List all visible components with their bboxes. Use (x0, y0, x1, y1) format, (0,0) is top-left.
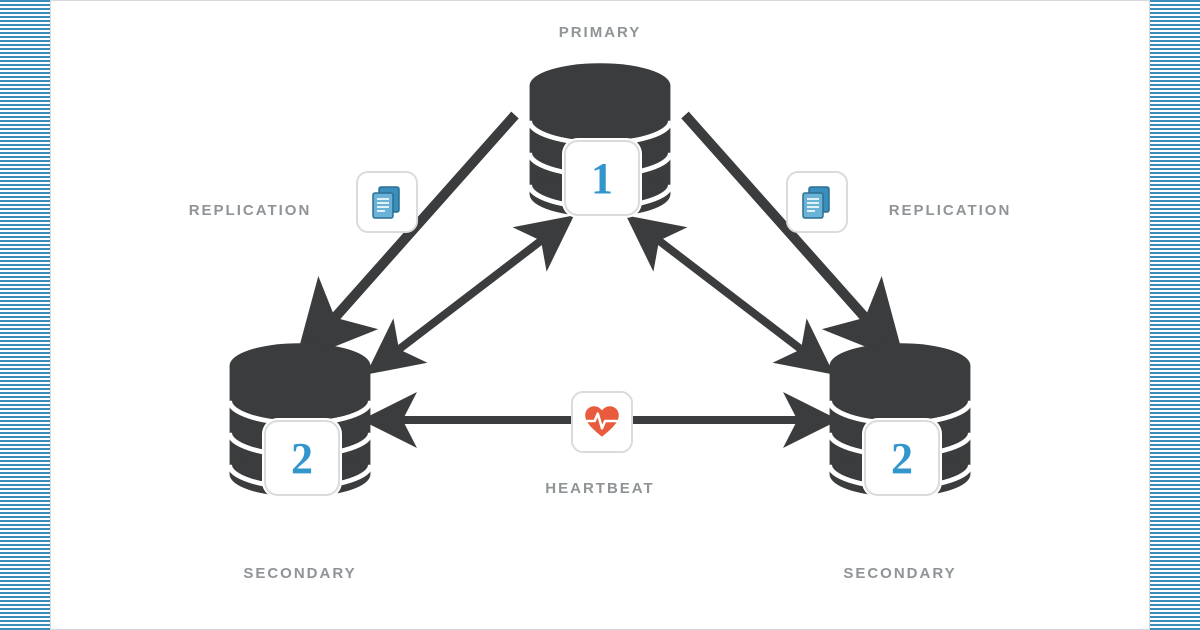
label-secondary-left: SECONDARY (210, 565, 390, 582)
label-replication-left: REPLICATION (170, 202, 330, 219)
node-primary-number: 1 (591, 153, 613, 204)
label-primary: PRIMARY (510, 24, 690, 41)
node-secondary-right: 2 (820, 340, 980, 500)
documents-icon (356, 171, 418, 233)
edge-heartbeat-left (385, 230, 555, 360)
label-replication-right: REPLICATION (870, 202, 1030, 219)
node-secondary-left: 2 (220, 340, 380, 500)
heartbeat-icon (571, 391, 633, 453)
node-primary: 1 (520, 60, 680, 220)
node-secondary-right-badge: 2 (864, 420, 940, 496)
decor-stripes-left (0, 0, 50, 630)
edge-heartbeat-right (645, 230, 815, 360)
node-secondary-left-badge: 2 (264, 420, 340, 496)
diagram-frame: PRIMARY REPLICATION REPLICATION HEARTBEA… (0, 0, 1200, 630)
node-secondary-right-number: 2 (891, 433, 913, 484)
diagram-stage: PRIMARY REPLICATION REPLICATION HEARTBEA… (50, 0, 1150, 630)
label-secondary-right: SECONDARY (810, 565, 990, 582)
node-primary-badge: 1 (564, 140, 640, 216)
node-secondary-left-number: 2 (291, 433, 313, 484)
label-heartbeat: HEARTBEAT (510, 480, 690, 497)
decor-stripes-right (1150, 0, 1200, 630)
edge-replication-right (685, 115, 885, 340)
documents-icon (786, 171, 848, 233)
